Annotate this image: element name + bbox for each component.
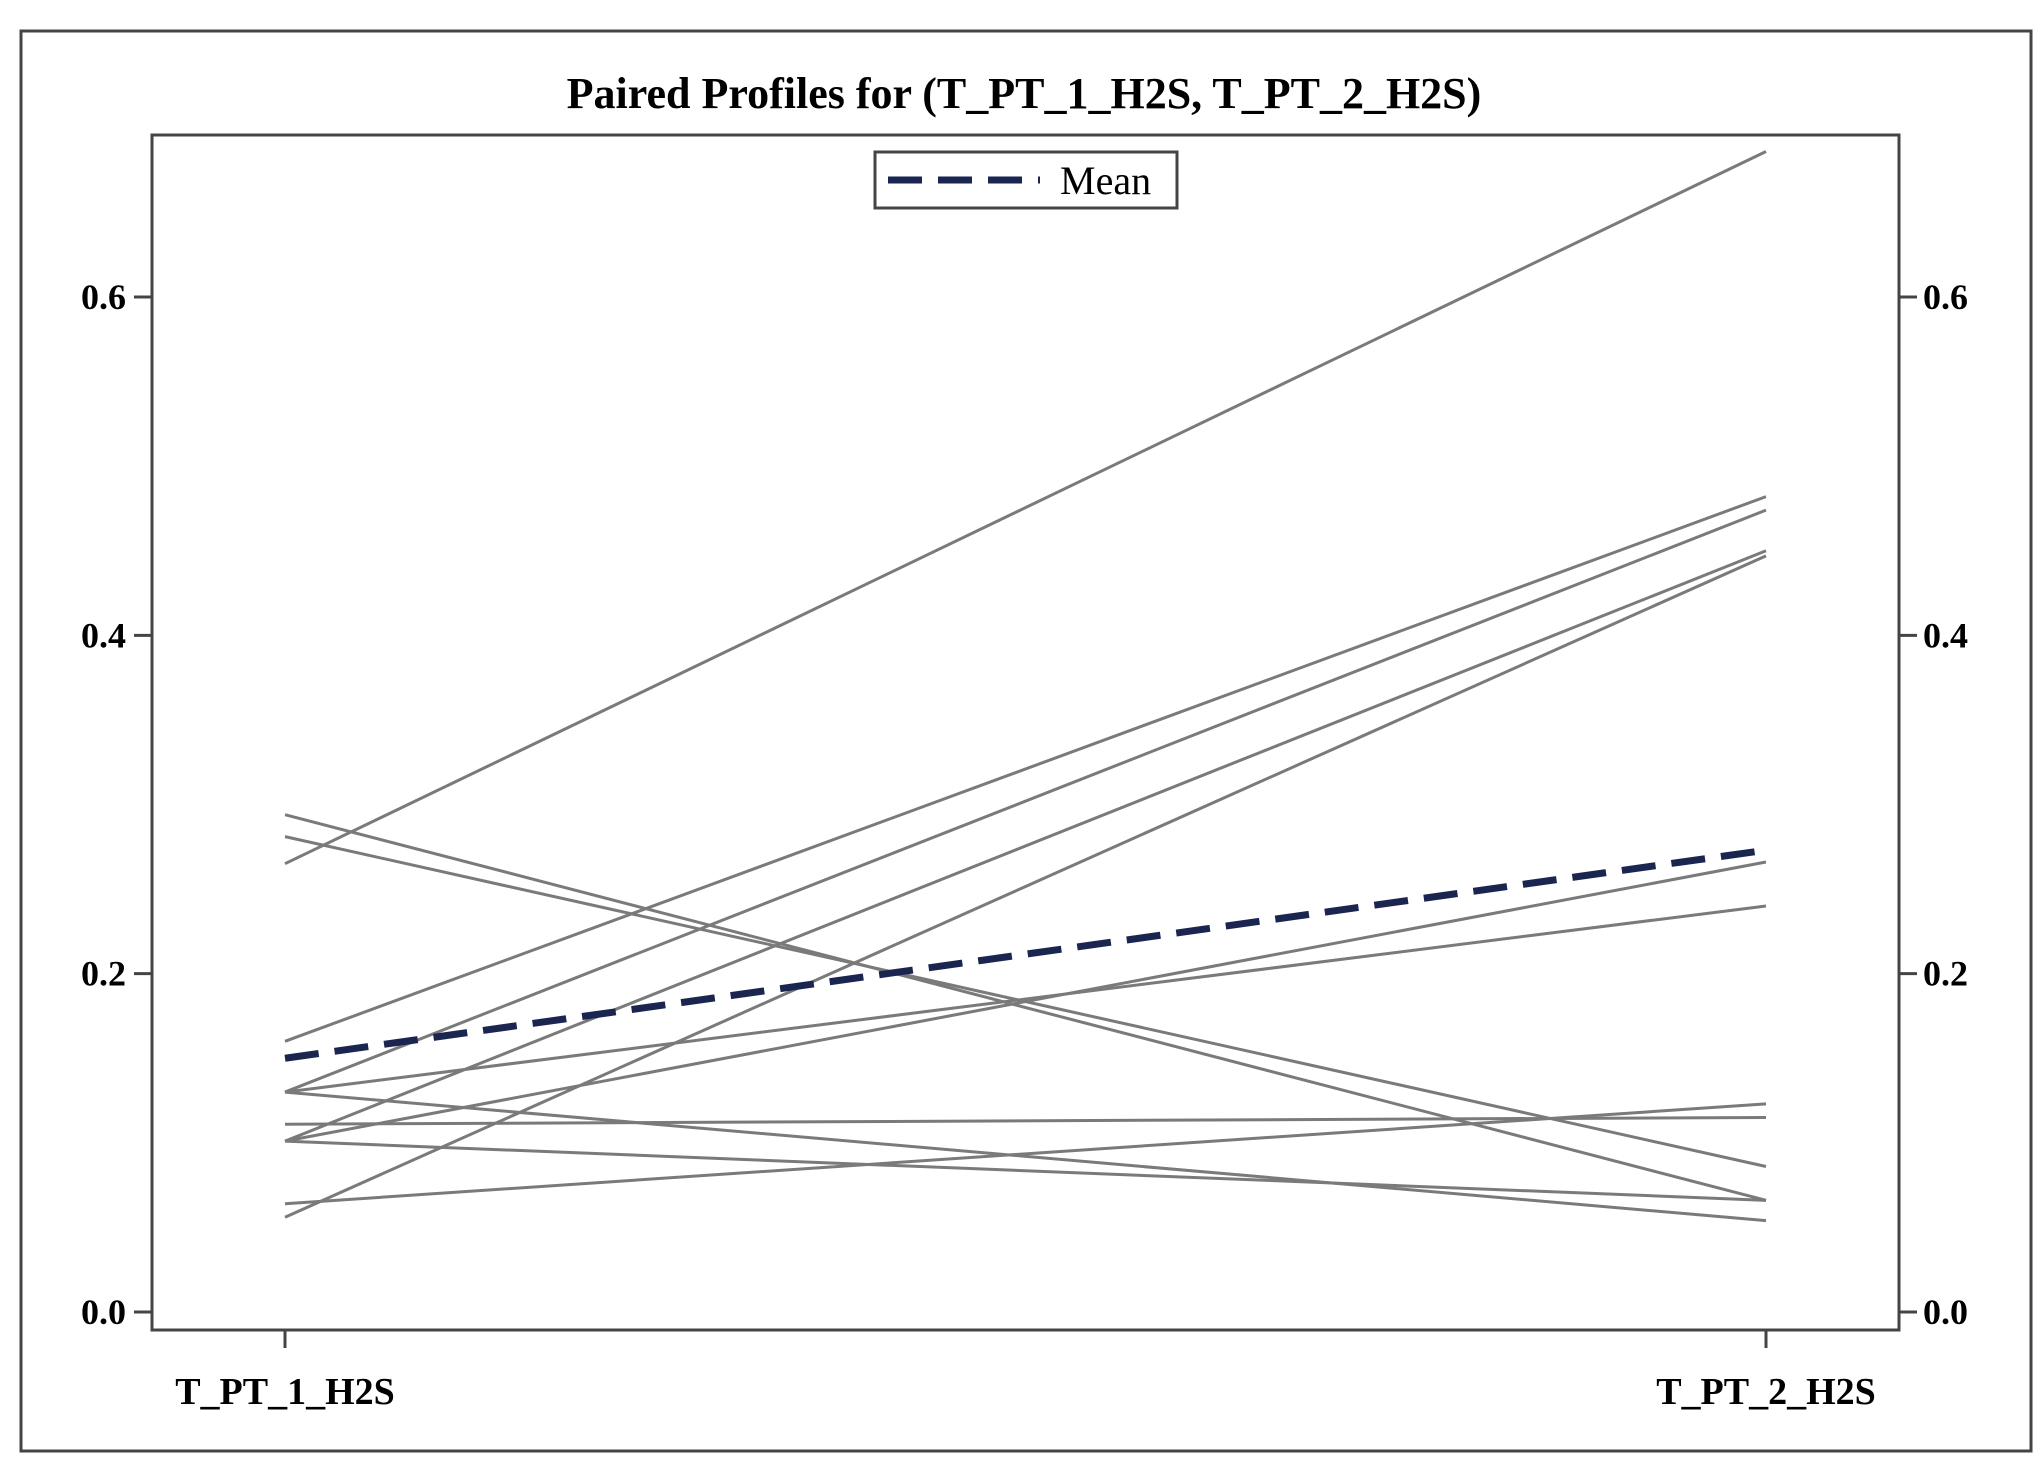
mean-line-group	[284, 846, 1767, 1062]
legend-box	[873, 150, 1179, 210]
profile-line	[284, 1139, 1767, 1202]
profile-line	[284, 813, 1767, 1202]
profile-line	[284, 549, 1767, 1143]
legend: Mean	[873, 150, 1179, 210]
mean-line	[284, 846, 1767, 1062]
x-tick-label: T_PT_1_H2S	[175, 1371, 395, 1413]
profile-line	[284, 1090, 1767, 1223]
profile-line	[284, 1115, 1767, 1126]
legend-mean-label: Mean	[1060, 158, 1151, 203]
y-tick-label-right: 0.2	[1923, 954, 1968, 994]
x-tick-label: T_PT_2_H2S	[1656, 1371, 1876, 1413]
profile-line	[284, 508, 1767, 1094]
y-tick-label-right: 0.6	[1923, 277, 1968, 317]
profile-line	[284, 554, 1767, 1219]
profile-line	[284, 860, 1767, 1143]
y-tick-label-right: 0.0	[1923, 1292, 1968, 1332]
profile-line	[284, 1102, 1767, 1206]
outer-frame	[19, 29, 2033, 1453]
profile-line	[284, 150, 1767, 866]
chart-title: Paired Profiles for (T_PT_1_H2S, T_PT_2_…	[567, 69, 1482, 118]
y-tick-label-left: 0.2	[81, 954, 126, 994]
y-axis-left: 0.0 0.2 0.4 0.6	[81, 277, 152, 1332]
y-tick-label-right: 0.4	[1923, 615, 1968, 655]
profile-line	[284, 904, 1767, 1094]
y-axis-right: 0.0 0.2 0.4 0.6	[1899, 277, 1968, 1332]
y-tick-label-left: 0.0	[81, 1292, 126, 1332]
y-tick-label-left: 0.6	[81, 277, 126, 317]
profile-line	[284, 495, 1767, 1043]
profile-lines	[284, 150, 1767, 1223]
x-axis: T_PT_1_H2S T_PT_2_H2S	[175, 1330, 1876, 1413]
plot-area	[150, 133, 1901, 1332]
y-tick-label-left: 0.4	[81, 615, 126, 655]
